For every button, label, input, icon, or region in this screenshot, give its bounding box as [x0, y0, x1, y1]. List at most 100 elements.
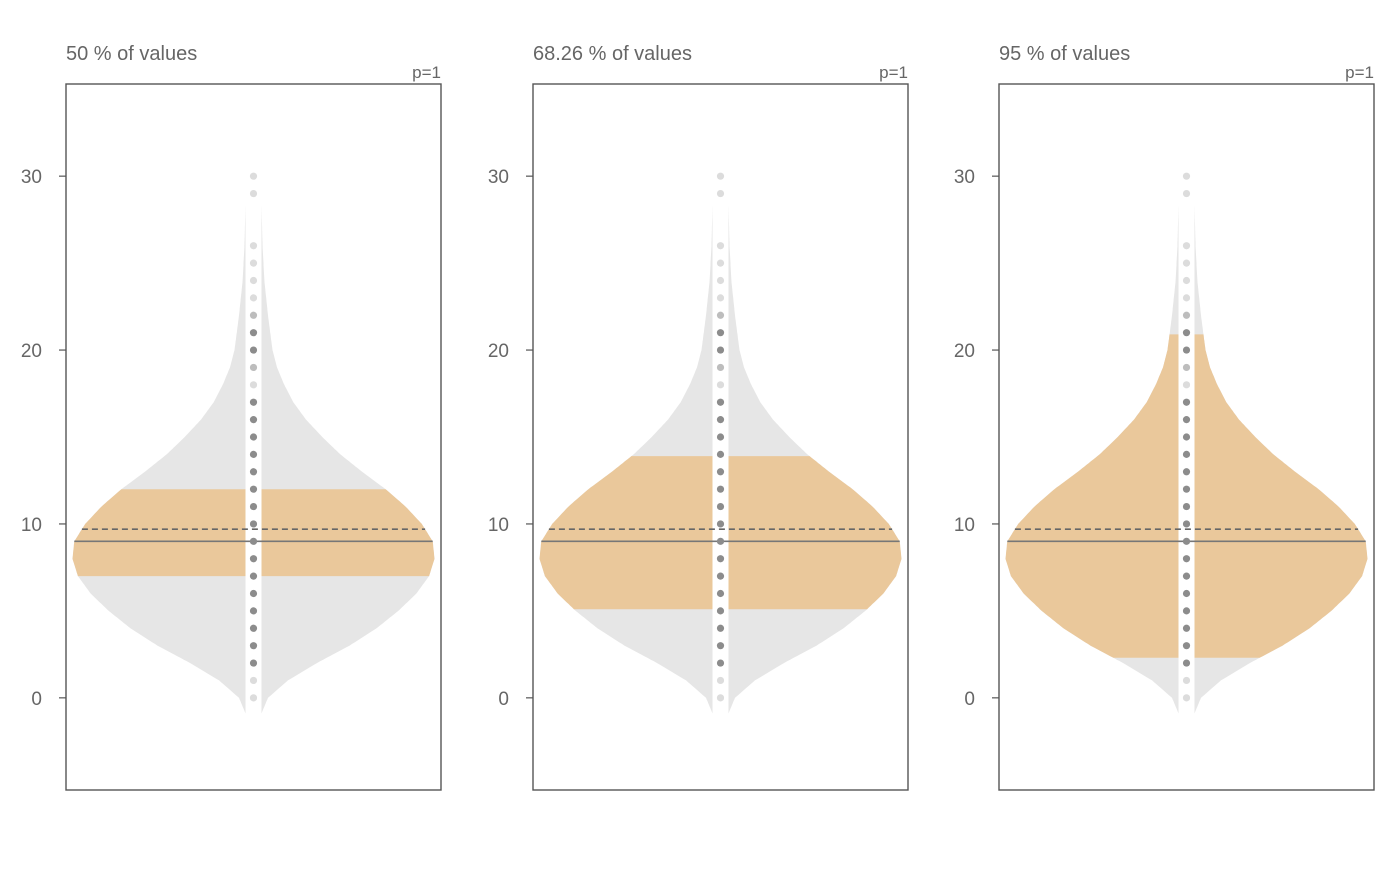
data-point: [1182, 537, 1191, 545]
violin-panel-1: 50 % of values p=1 0 10 20 30: [21, 43, 442, 791]
data-point: [1182, 363, 1191, 372]
data-point: [716, 520, 725, 528]
data-point: [1182, 172, 1191, 180]
y-tick-label: 30: [488, 167, 509, 188]
data-point: [1182, 433, 1191, 441]
data-point: [716, 329, 725, 337]
panel-title: 95 % of values: [999, 43, 1130, 65]
data-point: [716, 172, 725, 180]
data-point: [249, 329, 258, 337]
data-point: [249, 433, 258, 441]
y-tick-label: 20: [488, 341, 509, 362]
data-point: [249, 659, 258, 667]
data-point: [1182, 468, 1191, 476]
data-point: [249, 555, 258, 563]
data-point: [1182, 416, 1191, 424]
p-value-label: p=1: [879, 63, 908, 82]
data-point: [716, 398, 725, 406]
data-point: [249, 346, 258, 354]
data-point: [716, 259, 725, 267]
data-point: [716, 468, 725, 476]
y-tick-label: 10: [954, 515, 975, 536]
data-point: [249, 259, 258, 267]
data-point: [249, 642, 258, 650]
plot-frame: [998, 83, 1375, 791]
data-point: [1182, 189, 1191, 198]
data-point: [716, 642, 725, 650]
plot-frame: [65, 83, 442, 791]
data-point: [716, 607, 725, 615]
data-point: [716, 276, 725, 285]
data-point: [1182, 450, 1191, 458]
data-point: [1182, 259, 1191, 267]
y-tick-label: 0: [964, 689, 975, 710]
data-point: [249, 694, 258, 702]
data-point: [716, 537, 725, 545]
y-tick-label: 0: [498, 689, 509, 710]
data-point: [716, 311, 725, 319]
data-point: [716, 624, 725, 632]
data-point: [1182, 555, 1191, 563]
data-point: [249, 398, 258, 406]
data-point: [249, 589, 258, 598]
data-point: [249, 381, 258, 389]
panel-title: 68.26 % of values: [533, 43, 692, 65]
data-point: [1182, 242, 1191, 250]
data-point: [1182, 485, 1191, 493]
data-point: [249, 624, 258, 632]
data-point: [716, 572, 725, 580]
data-point: [1182, 294, 1191, 302]
data-point: [249, 607, 258, 615]
data-point: [249, 172, 258, 180]
violin-panel-3: 95 % of values p=1 0 10 20 30: [954, 43, 1375, 791]
y-tick-label: 10: [488, 515, 509, 536]
data-point: [249, 485, 258, 493]
data-point: [249, 311, 258, 319]
y-tick-label: 10: [21, 515, 42, 536]
data-point: [1182, 329, 1191, 337]
panel-title: 50 % of values: [66, 43, 197, 65]
data-point: [716, 694, 725, 702]
data-point: [1182, 659, 1191, 667]
data-point: [249, 572, 258, 580]
data-point: [249, 520, 258, 528]
data-point: [1182, 346, 1191, 354]
data-point: [249, 676, 258, 685]
p-value-label: p=1: [412, 63, 441, 82]
data-point: [716, 416, 725, 424]
data-point: [1182, 607, 1191, 615]
y-tick-label: 30: [954, 167, 975, 188]
data-point: [1182, 311, 1191, 319]
data-point: [249, 276, 258, 285]
p-value-label: p=1: [1345, 63, 1374, 82]
data-point: [1182, 694, 1191, 702]
data-point: [1182, 502, 1191, 511]
data-point: [1182, 572, 1191, 580]
data-point: [1182, 398, 1191, 406]
data-point: [716, 433, 725, 441]
data-point: [1182, 642, 1191, 650]
data-point: [716, 555, 725, 563]
y-tick-label: 20: [21, 341, 42, 362]
data-point: [249, 468, 258, 476]
data-point: [249, 502, 258, 511]
data-point: [249, 450, 258, 458]
data-point: [716, 676, 725, 685]
violin-panel-2: 68.26 % of values p=1 0 10 20 30: [488, 43, 909, 791]
data-point: [1182, 520, 1191, 528]
data-point: [716, 189, 725, 198]
data-point: [1182, 676, 1191, 685]
data-point: [249, 416, 258, 424]
data-point: [716, 346, 725, 354]
data-point: [1182, 624, 1191, 632]
data-point: [716, 485, 725, 493]
y-tick-label: 20: [954, 341, 975, 362]
data-point: [716, 659, 725, 667]
data-point: [249, 537, 258, 545]
data-point: [249, 363, 258, 372]
data-point: [249, 189, 258, 198]
data-point: [716, 589, 725, 598]
data-point: [249, 294, 258, 302]
